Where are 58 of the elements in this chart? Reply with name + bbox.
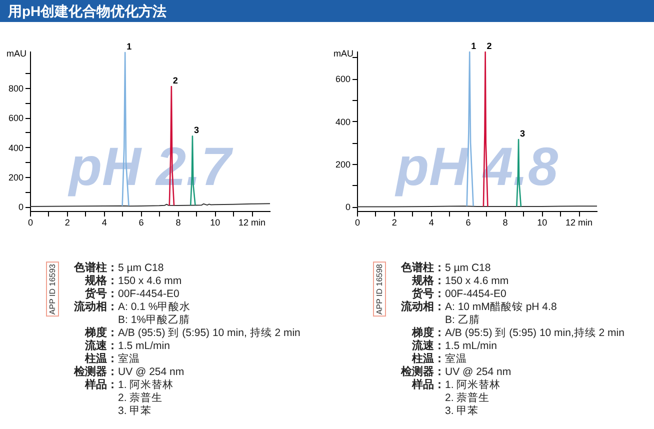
text: 检测器：UV @ 254 nm (400, 366, 512, 378)
text: 梯度：A/B (95:5) 到 (5:95) 10 min,持续 2 min (410, 327, 624, 340)
x-tick-label: 12 min (566, 218, 593, 228)
x-tick-label: 4 (102, 218, 107, 228)
text: APP ID 16593 (46, 262, 59, 317)
x-tick-label: 0 (354, 218, 360, 228)
y-tick-label: 400 (335, 116, 350, 127)
text: 货号：00F-4454-E0 (411, 288, 506, 300)
text: 货号：00F-4454-E0 (84, 288, 180, 300)
text: 柱温：室温 (410, 353, 467, 366)
y-axis-title: mAU (6, 48, 26, 58)
annotation: 1 (471, 41, 476, 52)
y-tick-label: 600 (335, 74, 350, 84)
x-tick-label: 8 (502, 218, 508, 228)
text: 柱温：室温 (84, 353, 140, 366)
y-tick-label: 0 (345, 202, 350, 212)
text: 3. 甲苯 (118, 405, 152, 418)
text: 流速：1.5 mL/min (84, 340, 170, 352)
x-tick-label: 6 (138, 218, 144, 228)
text: APP ID 16598 (373, 262, 386, 317)
y-tick-label: 600 (8, 113, 24, 124)
x-tick-label: 4 (428, 218, 434, 228)
y-tick-label: 800 (8, 84, 24, 94)
x-tick-label: 8 (176, 218, 181, 228)
text: 检测器：UV @ 254 nm (72, 366, 184, 378)
annotation: 2 (172, 76, 178, 86)
text: 样品：1. 阿米替林 (84, 379, 174, 392)
x-tick-label: 10 (537, 218, 548, 228)
x-tick-label: 12 min (238, 218, 266, 228)
text: 规格：150 x 4.6 mm (84, 275, 182, 288)
annotation: 3 (194, 125, 199, 136)
y-tick-label: 400 (8, 142, 24, 153)
text: 梯度：A/B (95:5) 到 (5:95) 10 min, 持续 2 min (84, 327, 300, 340)
y-tick-label: 200 (8, 172, 24, 182)
x-tick-label: 0 (28, 218, 34, 228)
x-tick-label: 2 (64, 218, 70, 228)
text: 流动相：A: 0.1 %甲酸水 (73, 301, 191, 314)
text: B: 1%甲酸乙腈 (118, 314, 190, 327)
annotation: 1 (126, 41, 132, 52)
y-axis-title: mAU (334, 48, 354, 58)
annotation: 3 (520, 128, 526, 139)
text: B: 乙腈 (445, 314, 480, 327)
annotation: 2 (486, 41, 492, 52)
text: 流速：1.5 mL/min (411, 340, 497, 352)
y-tick-label: 200 (335, 160, 350, 170)
x-tick-label: 2 (392, 218, 397, 228)
text: 规格：150 x 4.6 mm (410, 275, 509, 288)
x-tick-label: 6 (466, 218, 471, 228)
text: 2. 萘普生 (445, 392, 490, 405)
text: 样品：1. 阿米替林 (410, 379, 501, 392)
x-tick-label: 10 (210, 218, 220, 228)
text: 色谱柱：5 µm C18 (400, 262, 491, 274)
text: 3. 甲苯 (445, 405, 479, 418)
text: 2. 萘普生 (118, 392, 163, 405)
text: 色谱柱：5 µm C18 (73, 262, 164, 274)
y-tick-label: 0 (18, 202, 24, 212)
chart-title: 用pH创建化合物优化方法 (0, 0, 654, 22)
text: 流动相：A: 10 mM醋酸铵 pH 4.8 (400, 301, 557, 314)
